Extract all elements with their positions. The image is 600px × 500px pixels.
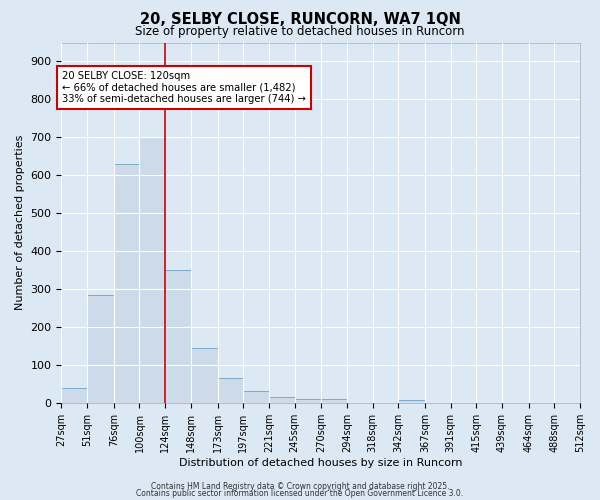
X-axis label: Distribution of detached houses by size in Runcorn: Distribution of detached houses by size … (179, 458, 463, 468)
Text: Size of property relative to detached houses in Runcorn: Size of property relative to detached ho… (135, 25, 465, 38)
Bar (321, 399, 347, 403)
Text: 20, SELBY CLOSE, RUNCORN, WA7 1QN: 20, SELBY CLOSE, RUNCORN, WA7 1QN (140, 12, 460, 28)
Bar (243, 392, 269, 403)
Bar (295, 399, 321, 403)
Bar (139, 138, 165, 403)
Bar (218, 378, 243, 403)
Text: 20 SELBY CLOSE: 120sqm
← 66% of detached houses are smaller (1,482)
33% of semi-: 20 SELBY CLOSE: 120sqm ← 66% of detached… (62, 71, 307, 104)
Bar (61, 388, 87, 403)
Text: Contains public sector information licensed under the Open Government Licence 3.: Contains public sector information licen… (136, 490, 464, 498)
Bar (398, 400, 425, 403)
Bar (165, 270, 191, 403)
Text: Contains HM Land Registry data © Crown copyright and database right 2025.: Contains HM Land Registry data © Crown c… (151, 482, 449, 491)
Bar (191, 348, 218, 403)
Bar (114, 164, 139, 403)
Y-axis label: Number of detached properties: Number of detached properties (15, 135, 25, 310)
Bar (87, 294, 114, 403)
Bar (269, 397, 295, 403)
